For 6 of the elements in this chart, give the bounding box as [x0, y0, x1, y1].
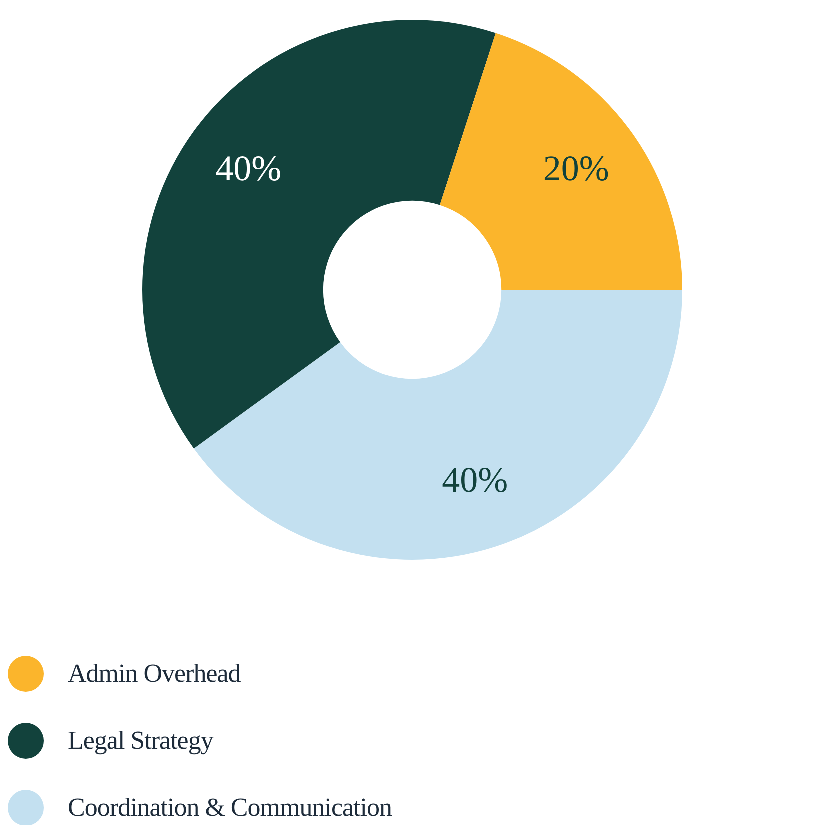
- legend-label: Legal Strategy: [68, 726, 214, 756]
- data-label: 40%: [216, 148, 282, 188]
- legend-label: Coordination & Communication: [68, 792, 392, 822]
- legend-label: Admin Overhead: [68, 658, 241, 688]
- data-label: 40%: [442, 460, 508, 500]
- data-label: 20%: [543, 148, 610, 188]
